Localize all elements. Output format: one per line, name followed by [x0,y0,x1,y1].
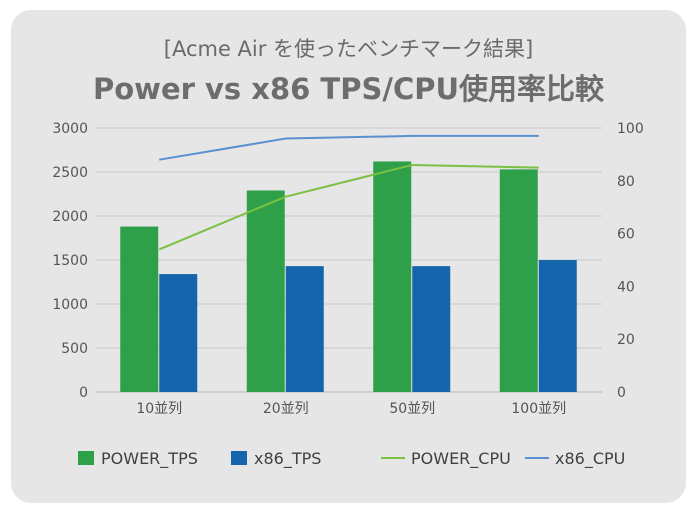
chart-title: Power vs x86 TPS/CPU使用率比較 [92,72,605,106]
legend-label-x86-cpu: x86_CPU [555,449,625,469]
x-tick-label: 20並列 [263,401,309,417]
legend-label-power-tps: POWER_TPS [101,449,198,469]
line-power-cpu [158,163,539,251]
legend-swatch-power-tps [78,451,94,465]
left-tick-label: 1500 [52,253,88,269]
bar-power-tps [246,190,285,392]
right-tick-label: 0 [617,385,626,401]
bar-x86-tps [159,274,198,392]
legend-label-power-cpu: POWER_CPU [411,449,511,469]
chart-subtitle: [Acme Air を使ったベンチマーク結果] [163,37,534,61]
right-tick-label: 80 [617,174,635,190]
legend-swatch-x86-tps [231,451,247,465]
x-tick-label: 10並列 [136,401,182,417]
left-tick-label: 2500 [52,165,88,181]
x-axis-ticks: 10並列 20並列 50並列 100並列 [136,401,566,417]
left-tick-label: 3000 [52,121,88,137]
legend: POWER_TPS x86_TPS POWER_CPU x86_CPU [78,449,625,469]
lines [158,134,539,251]
left-tick-label: 2000 [52,209,88,225]
line-x86-cpu [159,134,539,161]
x-tick-label: 50並列 [389,401,435,417]
right-tick-label: 20 [617,332,635,348]
x-tick-label: 100並列 [511,401,566,417]
right-axis-ticks: 0 20 40 60 80 100 [617,121,644,401]
right-tick-label: 60 [617,227,635,243]
bar-power-tps [120,226,159,392]
bars [120,161,577,392]
bar-x86-tps [412,266,451,392]
right-tick-label: 100 [617,121,644,137]
bar-power-tps [499,169,538,392]
left-tick-label: 500 [61,341,88,357]
left-tick-label: 1000 [52,297,88,313]
right-tick-label: 40 [617,279,635,295]
bar-x86-tps [538,260,577,392]
left-tick-label: 0 [79,385,88,401]
left-axis-ticks: 0 500 1000 1500 2000 2500 3000 [52,121,88,401]
legend-label-x86-tps: x86_TPS [254,449,321,469]
bar-x86-tps [285,266,324,392]
bar-power-tps [373,161,412,392]
